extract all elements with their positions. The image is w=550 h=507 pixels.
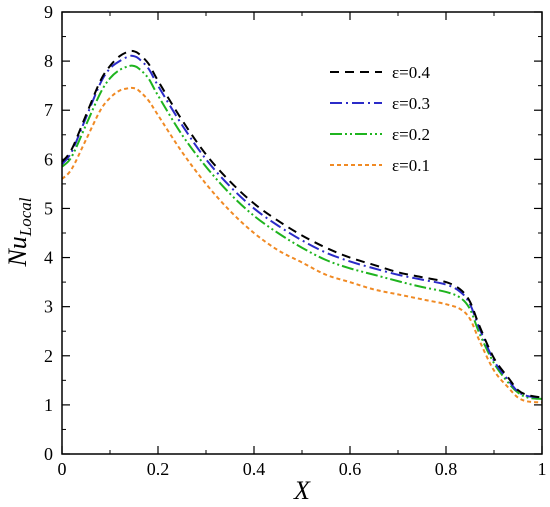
y-tick-label: 1: [44, 395, 53, 415]
series-line: [61, 64, 543, 400]
svg-text:NuLocal: NuLocal: [3, 197, 35, 267]
y-tick-label: 5: [44, 198, 53, 218]
x-tick-labels: 0 0.2 0.4 0.6 0.8 1: [58, 459, 547, 479]
y-tick-label: 8: [44, 51, 53, 71]
legend-label: ε=0.3: [392, 94, 430, 113]
legend-label: ε=0.4: [392, 63, 430, 82]
x-tick-label: 0.2: [147, 459, 170, 479]
series-line: [61, 54, 543, 399]
x-tick-label: 0.4: [243, 459, 266, 479]
x-tick-label: 0: [58, 459, 67, 479]
y-tick-label: 3: [44, 297, 53, 317]
y-tick-label: 9: [44, 2, 53, 22]
axis-ticks: [61, 11, 543, 455]
x-axis-title: X: [293, 476, 311, 505]
x-tick-label: 1: [538, 459, 547, 479]
legend-label: ε=0.2: [392, 125, 430, 144]
legend: ε=0.4 ε=0.3 ε=0.2 ε=0.1: [330, 63, 430, 175]
series-line: [61, 49, 543, 399]
y-tick-label: 2: [44, 346, 53, 366]
series-lines: [61, 49, 543, 404]
legend-label: ε=0.1: [392, 156, 430, 175]
y-tick-labels: 0 1 2 3 4 5 6 7 8 9: [44, 2, 53, 464]
series-line: [61, 86, 543, 404]
y-axis-title: NuLocal: [3, 197, 35, 267]
y-axis-title-subscript: Local: [16, 197, 35, 237]
y-tick-label: 7: [44, 100, 53, 120]
y-tick-label: 0: [44, 444, 53, 464]
y-tick-label: 4: [44, 248, 53, 268]
plot-frame: [61, 11, 543, 455]
x-tick-label: 0.6: [339, 459, 362, 479]
x-tick-label: 0.8: [435, 459, 458, 479]
y-tick-label: 6: [44, 149, 53, 169]
y-axis-title-main: Nu: [3, 236, 32, 267]
